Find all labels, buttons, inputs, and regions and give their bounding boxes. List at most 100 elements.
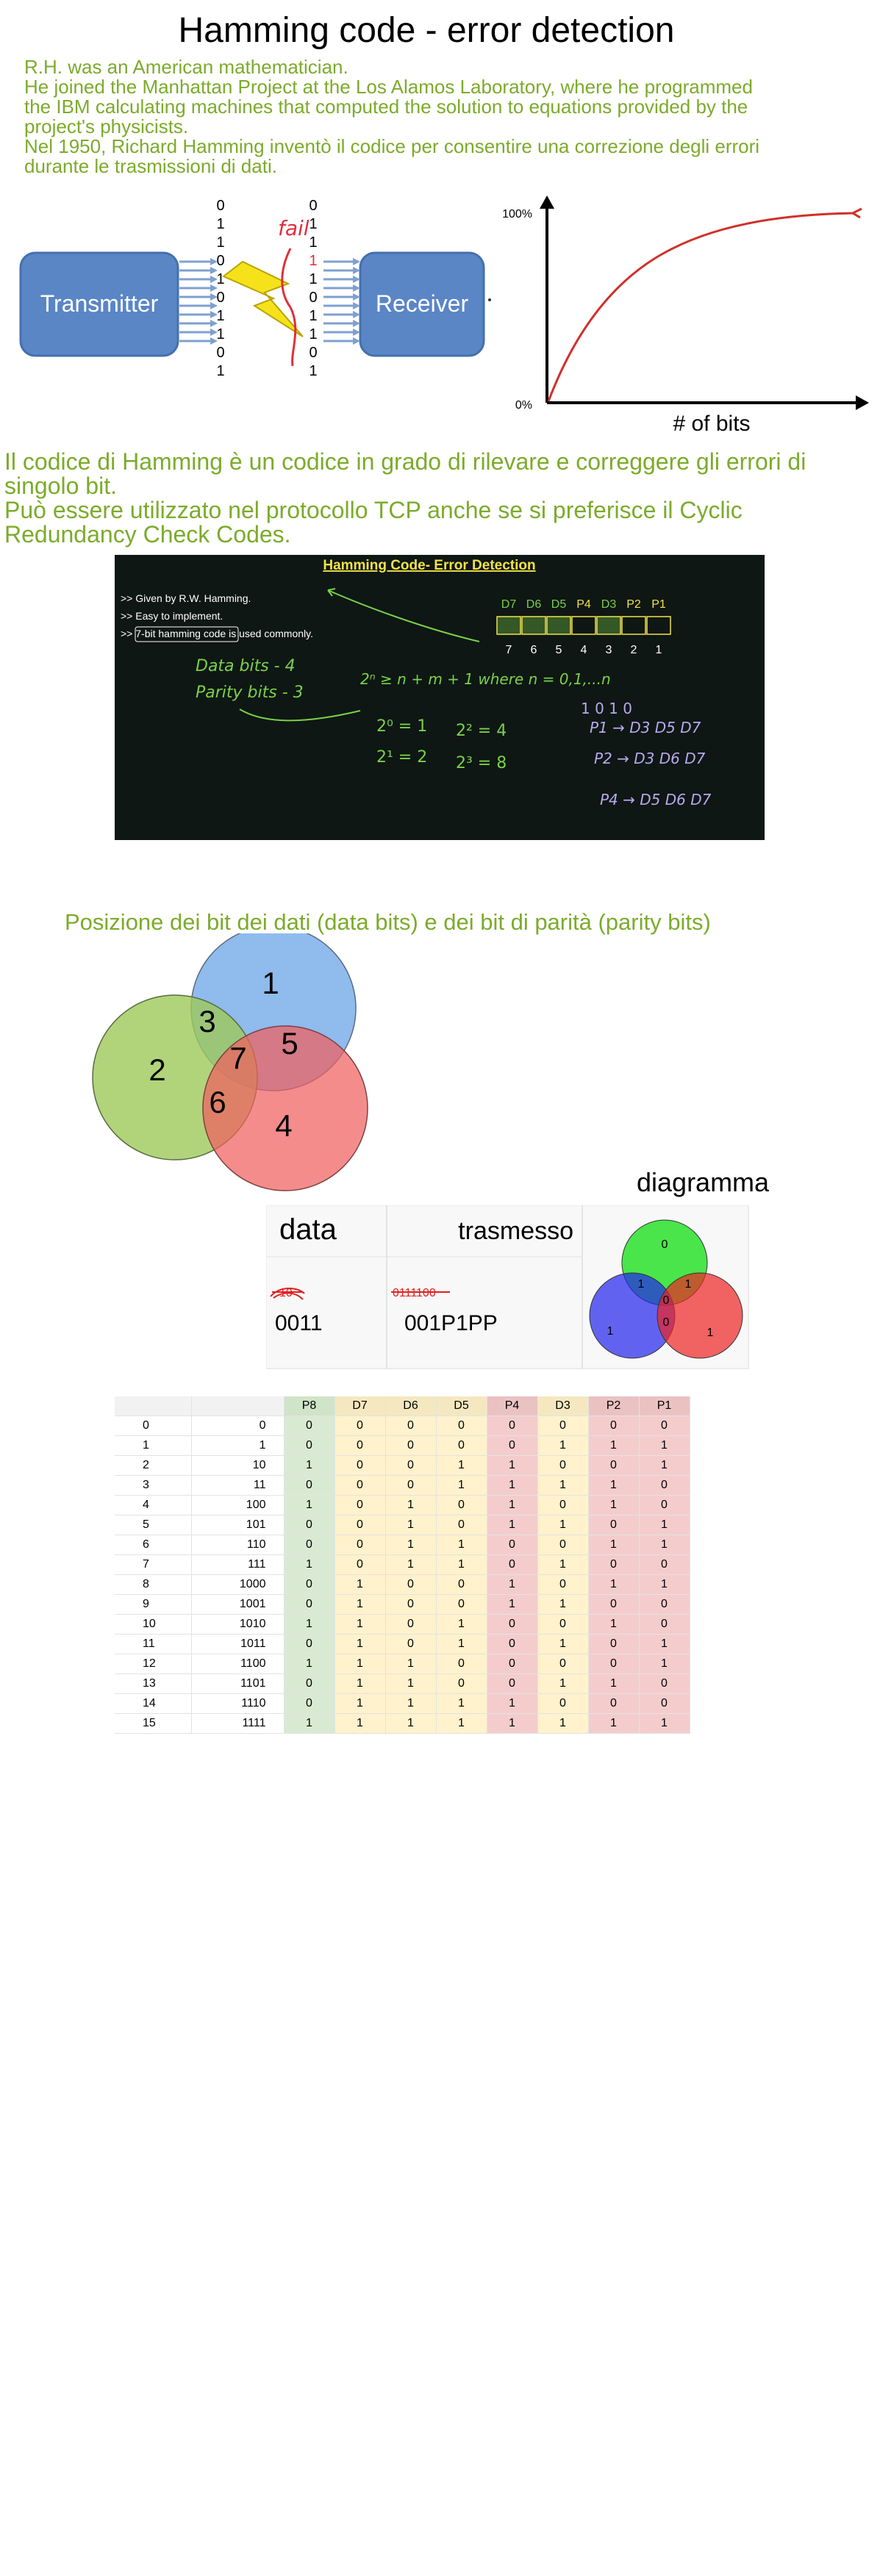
table-cell: 1 [639, 1535, 690, 1555]
signal-arrowhead [210, 311, 218, 318]
mini-venn-value: 0 [663, 1294, 670, 1307]
table-cell: 4 [115, 1495, 192, 1515]
table-cell: 0 [588, 1515, 640, 1535]
y-axis-arrow [540, 195, 554, 209]
mini-venn-value: 0 [663, 1316, 670, 1329]
bullet: >> Easy to implement. [121, 610, 223, 622]
table-cell: 0 [639, 1614, 690, 1635]
table-cell: 1100 [191, 1654, 285, 1674]
table-cell: 1 [588, 1535, 640, 1555]
table-cell: 1001 [191, 1594, 285, 1615]
table-cell: 0 [537, 1614, 589, 1635]
table-cell: 6 [115, 1535, 192, 1555]
table-cell: 0 [284, 1416, 335, 1436]
table-cell: 9 [115, 1594, 192, 1615]
bit-position: 3 [606, 644, 612, 656]
table-cell: 0 [284, 1673, 335, 1694]
sample-bits: 1 0 1 0 [581, 700, 632, 717]
table-cell: 1111 [191, 1713, 285, 1734]
transmitter-box [19, 251, 179, 357]
table-cell: 1 [639, 1713, 690, 1734]
table-cell: 1 [487, 1495, 538, 1515]
table-cell: 0 [284, 1693, 335, 1714]
table-cell: 15 [115, 1713, 192, 1734]
power-line: 2³ = 8 [456, 754, 507, 772]
received-bit: 0 [309, 345, 317, 361]
table-cell: 0 [487, 1634, 538, 1654]
received-bit: 1 [309, 326, 317, 342]
table-header-cell [191, 1396, 285, 1416]
sent-value: 001P1PP [404, 1311, 498, 1335]
venn-region-label: 7 [229, 1041, 246, 1075]
table-row: 9 1001 0 1 0 0 1 1 0 0 [115, 1594, 690, 1615]
highlight-box [135, 626, 239, 642]
sent-bit: 0 [216, 198, 224, 214]
sent-bit: 0 [216, 290, 224, 306]
receiver-label: Receiver [376, 290, 469, 317]
curly-arrow [239, 708, 361, 722]
intro-line: Nel 1950, Richard Hamming inventò il cod… [24, 135, 760, 157]
venn-region-label: 3 [198, 1004, 215, 1038]
table-cell: 0 [639, 1475, 690, 1496]
table-row: 3 11 0 0 0 1 1 1 1 0 [115, 1475, 690, 1496]
table-cell: 3 [115, 1475, 192, 1496]
table-cell: 0 [385, 1416, 437, 1436]
table-cell: 1 [385, 1673, 437, 1694]
mini-venn-value: 1 [707, 1327, 714, 1339]
table-cell: 1011 [191, 1634, 285, 1654]
table-cell: 1 [385, 1535, 437, 1555]
table-cell: 0 [335, 1475, 386, 1496]
data-transmission-table: data trasmesso 10 0111100 0011 001P1PP 0… [266, 1205, 749, 1369]
table-cell: 7 [115, 1554, 192, 1575]
table-header-cell: P1 [639, 1396, 690, 1416]
bit-cell [646, 616, 671, 635]
sent-bits-column: 0 1 1 0 1 0 1 1 0 1 [216, 198, 224, 379]
table-row: 2 10 1 0 0 1 1 0 0 1 [115, 1455, 690, 1476]
table-header-cell: D6 [385, 1396, 437, 1416]
x-axis-label: # of bits [673, 412, 750, 434]
table-row: 4 100 1 0 1 0 1 0 1 0 [115, 1495, 690, 1515]
table-cell: 0 [487, 1535, 538, 1555]
receiver-box [359, 251, 485, 357]
table-cell: 5 [115, 1515, 192, 1535]
table-row: 8 1000 0 1 0 0 1 0 1 1 [115, 1574, 690, 1595]
table-cell: 0 [436, 1515, 487, 1535]
mini-venn-value: 1 [685, 1278, 692, 1291]
table-cell: 1 [335, 1673, 386, 1694]
bit-label: D6 [526, 598, 542, 611]
table-cell: 0 [335, 1435, 386, 1456]
error-curve-chart: 100% 0% # of bits [502, 195, 869, 434]
positions-subtitle: Posizione dei bit dei dati (data bits) e… [65, 909, 711, 935]
bit-cells-row [496, 616, 671, 635]
table-cell: 0 [639, 1693, 690, 1714]
table-cell: 1 [436, 1614, 487, 1635]
signal-arrowhead [210, 276, 218, 283]
table-cell: 0 [335, 1515, 386, 1535]
table-cell: 0 [284, 1535, 335, 1555]
received-bit: 1 [309, 253, 317, 269]
intro-paragraph: R.H. was an American mathematician. He j… [24, 57, 855, 176]
signal-arrowhead [210, 284, 218, 292]
rule-p4: P4 → D5 D6 D7 [600, 791, 712, 808]
bit-cell [546, 616, 571, 635]
mini-venn-value: 1 [638, 1278, 645, 1291]
bit-position: 6 [531, 644, 537, 656]
received-bit: 1 [309, 234, 317, 251]
table-header-cell: D5 [436, 1396, 487, 1416]
table-cell: 1 [537, 1594, 589, 1615]
transmission-diagram: Transmitter Receiver 0 1 1 0 1 0 1 1 0 1 0 1 1 1 1 0 1 1… [19, 198, 491, 379]
bit-label: P4 [576, 598, 591, 611]
para-line: Redundancy Check Codes. [4, 521, 291, 548]
sent-bit: 1 [216, 363, 224, 379]
signal-arrowhead [210, 329, 218, 336]
table-cell: 0 [335, 1455, 386, 1476]
table-cell: 0 [588, 1693, 640, 1714]
table-cell: 0 [115, 1416, 192, 1436]
table-cell: 1 [487, 1574, 538, 1595]
table-cell: 1 [284, 1554, 335, 1575]
table-cell: 0 [537, 1574, 589, 1595]
blackboard-title: Hamming Code- Error Detection [323, 558, 535, 573]
pointer-line [327, 589, 480, 642]
bit-position: 4 [581, 644, 587, 656]
table-cell: 0 [487, 1416, 538, 1436]
